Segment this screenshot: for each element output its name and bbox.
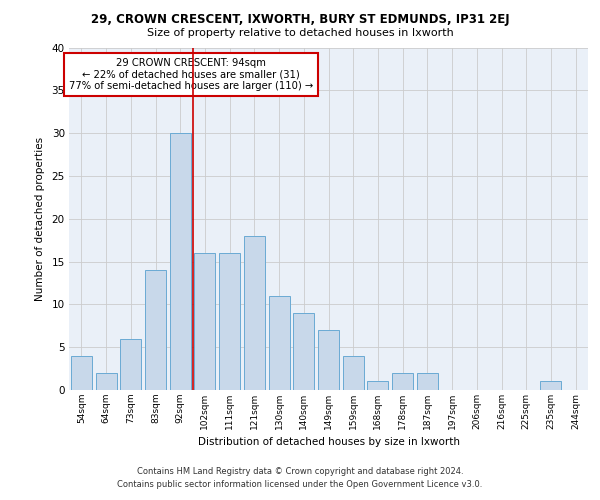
Bar (194, 253, 215, 390)
Bar (293, 313, 314, 390)
Bar (71, 356, 92, 390)
Bar (219, 253, 240, 390)
Text: 29 CROWN CRESCENT: 94sqm
← 22% of detached houses are smaller (31)
77% of semi-d: 29 CROWN CRESCENT: 94sqm ← 22% of detach… (69, 58, 313, 91)
X-axis label: Distribution of detached houses by size in Ixworth: Distribution of detached houses by size … (197, 438, 460, 448)
Bar (244, 236, 265, 390)
Bar (95, 373, 116, 390)
Text: 29, CROWN CRESCENT, IXWORTH, BURY ST EDMUNDS, IP31 2EJ: 29, CROWN CRESCENT, IXWORTH, BURY ST EDM… (91, 12, 509, 26)
Bar (269, 296, 290, 390)
Text: Contains public sector information licensed under the Open Government Licence v3: Contains public sector information licen… (118, 480, 482, 489)
Bar (145, 270, 166, 390)
Text: Contains HM Land Registry data © Crown copyright and database right 2024.: Contains HM Land Registry data © Crown c… (137, 468, 463, 476)
Bar (170, 133, 191, 390)
Y-axis label: Number of detached properties: Number of detached properties (35, 136, 44, 301)
Bar (417, 373, 438, 390)
Bar (343, 356, 364, 390)
Bar (318, 330, 339, 390)
Bar (392, 373, 413, 390)
Text: Size of property relative to detached houses in Ixworth: Size of property relative to detached ho… (146, 28, 454, 38)
Bar (120, 338, 141, 390)
Bar (367, 382, 388, 390)
Bar (541, 382, 562, 390)
